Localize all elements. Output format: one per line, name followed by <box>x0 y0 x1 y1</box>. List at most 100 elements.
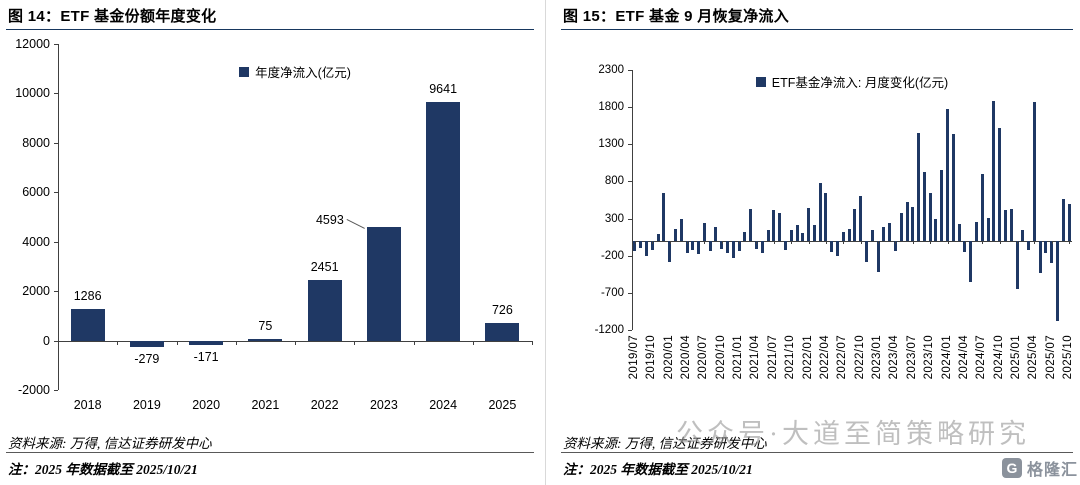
bar-2024/02 <box>951 133 955 241</box>
figure-15-title-rule <box>561 29 1073 30</box>
bar-2024/01 <box>946 108 950 241</box>
x-tick <box>756 240 758 244</box>
x-tick <box>808 240 810 244</box>
x-tick-label: 2024/04 <box>957 335 970 380</box>
bar-2025 <box>485 322 520 341</box>
bar-2020/05 <box>691 240 695 250</box>
x-tick-label: 2021 <box>251 398 280 412</box>
x-tick <box>235 340 237 345</box>
bar-2025/08 <box>1056 240 1060 322</box>
x-tick <box>669 240 671 244</box>
bar-2019/11 <box>656 234 660 241</box>
bar-2023/04 <box>893 240 897 251</box>
x-tick-label: 2019/10 <box>645 335 658 380</box>
x-tick <box>532 340 533 345</box>
bar-2024/03 <box>957 223 961 241</box>
x-tick-label: 2022 <box>310 398 339 412</box>
x-tick-label: 2022/10 <box>853 335 866 380</box>
y-tick <box>628 292 632 294</box>
y-tick <box>54 142 58 144</box>
x-tick <box>791 240 793 244</box>
bar-2022/12 <box>870 230 874 241</box>
bar-2020/04 <box>685 240 689 253</box>
y-tick-label: -200 <box>600 249 624 262</box>
figure-15-footer-rule <box>561 452 1073 453</box>
bar-2023/09 <box>922 171 926 241</box>
bar-2023/01 <box>876 240 880 273</box>
x-axis <box>632 240 1072 242</box>
bar-2025/06 <box>1044 240 1048 253</box>
figure-15-panel: 图 15：ETF 基金 9 月恢复净流入 ETF基金净流入: 月度变化(亿元) … <box>547 0 1080 485</box>
x-tick-label: 2025/07 <box>1044 335 1057 380</box>
y-tick-label: 800 <box>604 175 624 188</box>
bar-2021/03 <box>749 208 753 241</box>
x-tick-label: 2020/07 <box>697 335 710 380</box>
figure-15-legend: ETF基金净流入: 月度变化(亿元) <box>632 72 1072 91</box>
y-tick <box>628 144 632 146</box>
y-tick-label: 1300 <box>598 138 624 151</box>
y-tick <box>628 70 632 71</box>
x-tick-label: 2023/04 <box>888 335 901 380</box>
x-tick-label: 2025/01 <box>1010 335 1022 380</box>
bar-2021/07 <box>772 209 776 241</box>
x-tick <box>843 240 845 244</box>
legend-swatch-icon <box>755 76 766 87</box>
bar-value-label: 9641 <box>429 82 458 97</box>
bar-2020/09 <box>714 226 718 241</box>
bar-2021/05 <box>760 240 764 253</box>
bar-2020/06 <box>697 240 701 255</box>
bar-2021/12 <box>801 232 805 241</box>
figure-14-legend: 年度净流入(亿元) <box>58 62 532 81</box>
x-tick-label: 2020/04 <box>680 335 692 380</box>
y-tick <box>54 192 58 194</box>
x-tick <box>999 240 1001 244</box>
figure-14-source: 资料来源: 万得, 信达证券研发中心 <box>8 436 212 451</box>
bar-2021 <box>248 338 283 341</box>
x-tick <box>704 240 706 244</box>
y-tick <box>54 93 58 95</box>
bar-2022/09 <box>853 208 857 241</box>
legend-label: 年度净流入(亿元) <box>255 66 351 80</box>
bar-2023/07 <box>911 206 915 241</box>
bar-2022/05 <box>830 240 834 252</box>
x-tick <box>295 340 296 345</box>
bar-2022/01 <box>807 208 811 241</box>
x-tick-label: 2021/04 <box>749 335 762 380</box>
x-tick <box>472 340 474 345</box>
x-tick <box>739 240 741 244</box>
figure-14-chart: 年度净流入(亿元) -2000 0 2000 4000 6000 8000 10000 120… <box>0 36 540 422</box>
figure-14-title-rule <box>6 29 534 30</box>
x-tick <box>930 240 932 244</box>
bar-2022/07 <box>841 231 845 241</box>
bar-2025/10 <box>1067 204 1071 241</box>
bar-2020 <box>189 340 224 345</box>
panel-divider <box>545 0 546 485</box>
x-tick-label: 2024/01 <box>940 335 953 380</box>
bar-value-label: 1286 <box>73 288 102 303</box>
bar-2019 <box>129 340 164 348</box>
bar-2021/10 <box>789 230 793 241</box>
figure-15-title: 图 15：ETF 基金 9 月恢复净流入 <box>563 8 790 25</box>
y-tick-label: -2000 <box>18 383 50 397</box>
x-tick <box>1017 240 1018 244</box>
x-tick-label: 2023/10 <box>923 335 936 380</box>
bar-2018 <box>70 308 105 341</box>
y-tick-label: 4000 <box>22 234 50 249</box>
x-tick <box>825 240 827 244</box>
x-tick-label: 2023 <box>369 398 398 412</box>
x-tick <box>773 240 775 244</box>
x-tick <box>1051 240 1053 244</box>
bar-2024/11 <box>1003 210 1007 241</box>
bar-2021/01 <box>737 240 741 252</box>
bar-2023/10 <box>928 193 932 241</box>
bar-2022/08 <box>847 228 851 241</box>
bar-2020/08 <box>708 240 712 251</box>
bar-2024/04 <box>963 240 967 252</box>
y-tick-label: 300 <box>604 212 624 225</box>
y-tick-label: 12000 <box>15 37 50 51</box>
gelonghui-logo: G 格隆汇 <box>1002 456 1078 480</box>
bar-2025/01 <box>1015 240 1019 290</box>
bar-2024/09 <box>992 101 996 241</box>
bar-2022/04 <box>824 193 828 241</box>
